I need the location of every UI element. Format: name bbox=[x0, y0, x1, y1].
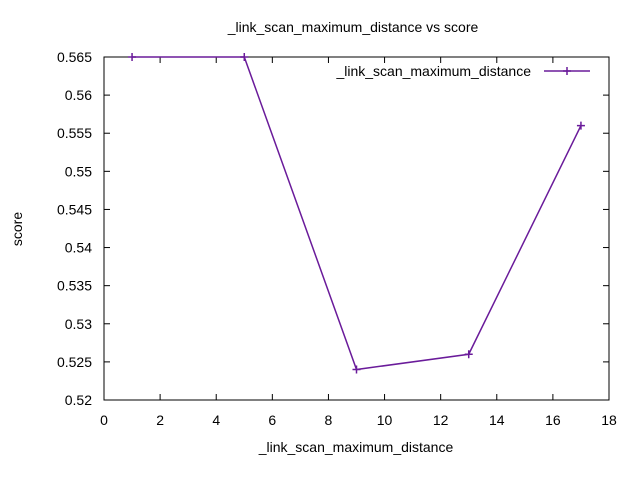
series-layer bbox=[128, 53, 585, 374]
x-tick-label: 16 bbox=[545, 412, 561, 428]
y-tick-label: 0.56 bbox=[65, 87, 92, 103]
x-axis-title: _link_scan_maximum_distance bbox=[258, 439, 454, 455]
data-point bbox=[240, 53, 249, 61]
plot-frame bbox=[103, 56, 610, 401]
x-tick-label: 10 bbox=[377, 412, 393, 428]
y-tick-label: 0.53 bbox=[65, 316, 92, 332]
y-axis: 0.52 0.525 0.53 0.535 0.54 0.545 0.55 0.555 0.56… bbox=[57, 49, 609, 408]
data-point bbox=[576, 121, 585, 130]
data-point bbox=[128, 53, 137, 61]
x-tick-label: 14 bbox=[489, 412, 505, 428]
x-tick-label: 8 bbox=[325, 412, 333, 428]
x-tick-label: 6 bbox=[268, 412, 276, 428]
legend-marker bbox=[563, 67, 571, 75]
legend: _link_scan_maximum_distance bbox=[335, 63, 590, 79]
y-tick-label: 0.52 bbox=[65, 392, 92, 408]
y-axis-title: score bbox=[9, 212, 25, 246]
x-tick-label: 4 bbox=[212, 412, 220, 428]
y-tick-label: 0.565 bbox=[57, 49, 92, 65]
series-line bbox=[132, 56, 582, 371]
x-tick-label: 18 bbox=[601, 412, 617, 428]
y-tick-label: 0.525 bbox=[57, 354, 92, 370]
x-tick-label: 0 bbox=[100, 412, 108, 428]
x-tick-label: 2 bbox=[156, 412, 164, 428]
data-point bbox=[464, 350, 473, 359]
y-tick-label: 0.535 bbox=[57, 278, 92, 294]
y-tick-label: 0.545 bbox=[57, 201, 92, 217]
data-point bbox=[352, 365, 361, 374]
x-axis: 0 2 4 6 8 10 12 14 16 18 bbox=[100, 57, 617, 428]
y-tick-label: 0.555 bbox=[57, 125, 92, 141]
chart-title: _link_scan_maximum_distance vs score bbox=[227, 19, 479, 35]
x-tick-label: 12 bbox=[433, 412, 449, 428]
legend-label: _link_scan_maximum_distance bbox=[335, 63, 531, 79]
y-tick-label: 0.55 bbox=[65, 163, 92, 179]
y-tick-label: 0.54 bbox=[65, 240, 92, 256]
